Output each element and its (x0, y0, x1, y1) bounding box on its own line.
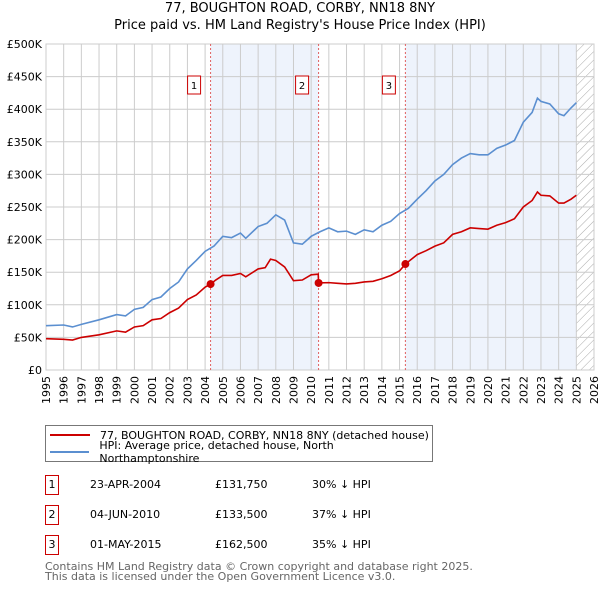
legend-label: HPI: Average price, detached house, Nort… (99, 439, 334, 465)
x-tick-label: 2018 (447, 376, 460, 404)
x-tick-label: 2019 (464, 376, 477, 404)
y-tick-label: £400K (7, 103, 43, 116)
transaction-price: £133,500 (215, 508, 268, 521)
sale-number-box (187, 75, 202, 95)
transaction-hpi-diff: 37% ↓ HPI (312, 508, 371, 521)
x-tick-label: 1999 (111, 376, 124, 404)
sale-number-label: 3 (386, 81, 392, 92)
legend: 77, BOUGHTON ROAD, CORBY, NN18 8NY (deta… (45, 425, 433, 465)
transaction-price: £131,750 (215, 478, 268, 491)
x-tick-label: 2023 (535, 376, 548, 404)
x-tick-label: 2016 (411, 376, 424, 404)
x-tick-label: 2003 (181, 376, 194, 404)
transaction-date: 01-MAY-2015 (90, 538, 162, 551)
x-tick-label: 1995 (40, 376, 53, 404)
transaction-date: 23-APR-2004 (90, 478, 162, 491)
legend-swatch-red (50, 434, 90, 436)
x-tick-label: 2011 (323, 376, 336, 404)
x-tick-label: 2000 (128, 376, 141, 404)
chart-title: 77, BOUGHTON ROAD, CORBY, NN18 8NY (164, 1, 436, 16)
x-tick-label: 1996 (58, 376, 71, 404)
plot-frame (45, 43, 595, 371)
sale-point (401, 260, 410, 269)
sale-number-label: 2 (299, 81, 305, 92)
x-tick-label: 2020 (482, 376, 495, 404)
footer-copyright: Contains HM Land Registry data © Crown c… (45, 560, 473, 573)
x-tick-label: 1998 (93, 376, 106, 404)
price-chart: 1995 1996 1997 1998 1999 2000 2001 2002 2003 2004… (7, 38, 600, 404)
x-tick-label: 2014 (376, 376, 389, 404)
x-tick-label: 2022 (517, 376, 530, 404)
transaction-hpi-diff: 30% ↓ HPI (312, 478, 371, 491)
x-tick-label: 2004 (199, 376, 212, 404)
sale-point (206, 280, 215, 289)
y-tick-label: £300K (7, 168, 43, 181)
x-tick-label: 2008 (270, 376, 283, 404)
x-tick-label: 2002 (164, 376, 177, 404)
y-tick-label: £100K (7, 299, 43, 312)
sale-point (314, 278, 323, 287)
legend-item-hpi: HPI: Average price, detached house, Nort… (50, 439, 432, 465)
y-tick-label: £500K (7, 38, 43, 51)
x-tick-label: 2015 (394, 376, 407, 404)
x-tick-label: 2010 (305, 376, 318, 404)
sale-number-box (381, 75, 396, 95)
sale-number-label: 1 (191, 81, 197, 92)
y-tick-label: £200K (7, 234, 43, 247)
transaction-number-badge: 2 (45, 505, 59, 525)
x-tick-label: 2006 (234, 376, 247, 404)
x-tick-label: 2012 (341, 376, 354, 404)
y-tick-label: £350K (7, 136, 43, 149)
y-tick-label: £250K (7, 201, 43, 214)
legend-swatch-blue (50, 451, 90, 453)
x-tick-label: 2017 (429, 376, 442, 404)
legend-label: 77, BOUGHTON ROAD, CORBY, NN18 8NY (deta… (100, 428, 429, 442)
x-tick-label: 2007 (252, 376, 265, 404)
x-tick-label: 2013 (358, 376, 371, 404)
y-tick-label: £450K (7, 71, 43, 84)
x-tick-label: 2025 (570, 376, 583, 404)
footer-licence: This data is licensed under the Open Gov… (45, 570, 396, 583)
sale-number-box (295, 75, 310, 95)
x-tick-label: 2021 (500, 376, 513, 404)
transaction-number-badge: 3 (45, 535, 59, 555)
x-tick-label: 2009 (287, 376, 300, 404)
y-tick-label: £150K (7, 266, 43, 279)
transaction-date: 04-JUN-2010 (90, 508, 161, 521)
chart-subtitle: Price paid vs. HM Land Registry's House … (114, 18, 486, 33)
x-tick-label: 2005 (217, 376, 230, 404)
x-tick-label: 1997 (75, 376, 88, 404)
transaction-hpi-diff: 35% ↓ HPI (312, 538, 371, 551)
transaction-price: £162,500 (215, 538, 268, 551)
y-tick-label: £50K (14, 331, 43, 344)
x-tick-label: 2001 (146, 376, 159, 404)
x-tick-label: 2024 (553, 376, 566, 404)
x-tick-label: 2026 (588, 376, 600, 404)
hpi-line (45, 96, 577, 328)
transaction-number-badge: 1 (45, 475, 59, 495)
y-tick-label: £0 (28, 364, 42, 377)
legend-item-property: 77, BOUGHTON ROAD, CORBY, NN18 8NY (deta… (50, 427, 429, 443)
